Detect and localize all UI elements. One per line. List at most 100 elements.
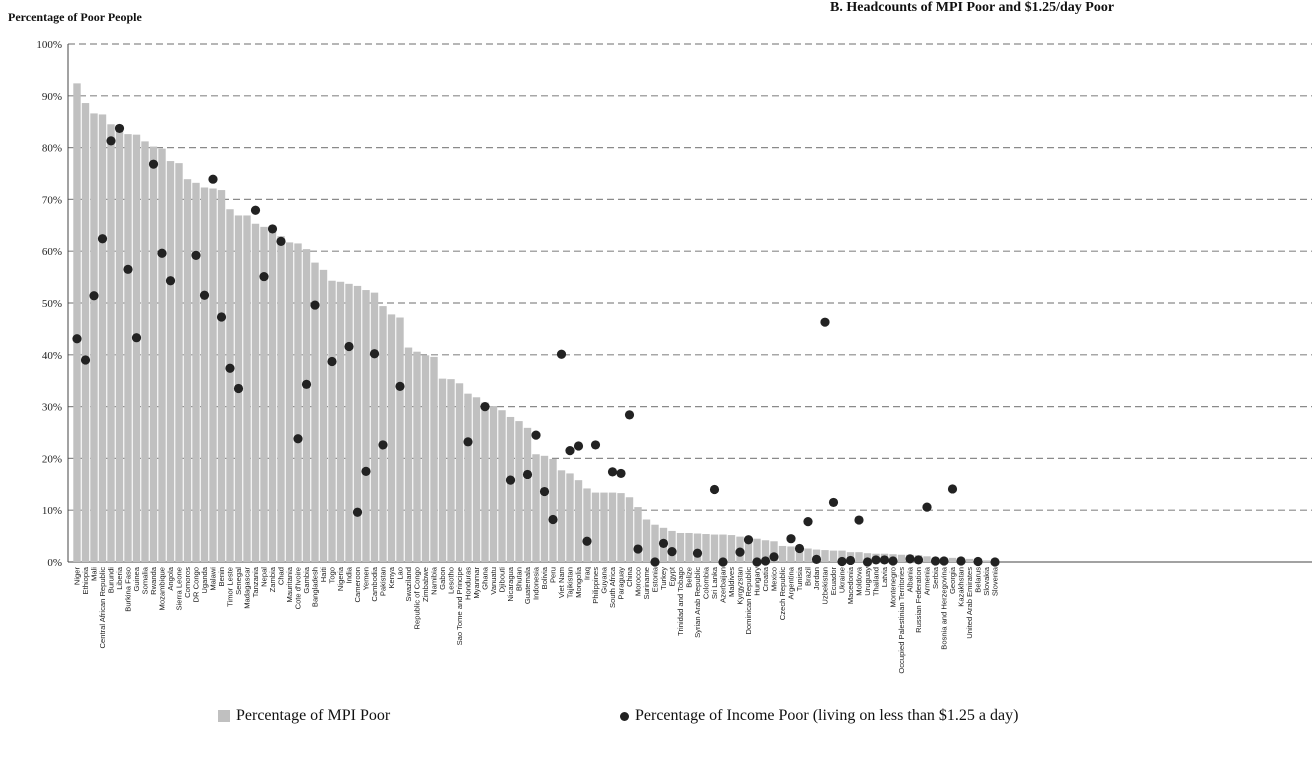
income-dot (582, 536, 592, 546)
x-tick-label: Burundi (107, 567, 116, 593)
bar (413, 351, 421, 562)
y-axis-title: Percentage of Poor People (8, 10, 142, 24)
x-tick-label: Serbia (931, 566, 940, 589)
bar (362, 290, 370, 562)
x-tick-label: Senegal (234, 567, 243, 595)
x-tick-label: Timor Leste (226, 567, 235, 607)
income-dot (259, 271, 269, 282)
x-tick-label: Sao Tome and Principe (455, 567, 464, 645)
x-tick-label: Occupied Palestinian Territories (897, 567, 906, 674)
income-dot (225, 363, 235, 373)
income-dot (692, 548, 703, 558)
x-tick-label: DR Congo (192, 567, 201, 602)
x-tick-label: Belize (685, 567, 694, 588)
x-tick-label: Gambia (302, 566, 311, 593)
income-dot (862, 557, 873, 567)
income-dot (208, 174, 218, 184)
x-tick-label: Viet Nam (557, 567, 566, 598)
bar (804, 548, 812, 562)
x-tick-label: Argentina (787, 566, 796, 599)
x-tick-label: Nepal (260, 567, 269, 587)
income-dot (123, 264, 133, 274)
bar (268, 229, 277, 562)
x-tick-label: Czech Republic (778, 567, 787, 620)
income-dot (293, 434, 303, 444)
legend-income-label: Percentage of Income Poor (living on les… (635, 707, 1019, 724)
bar (727, 535, 736, 562)
legend-mpi: Percentage of MPI Poor (218, 707, 390, 725)
x-tick-label: Georgia (948, 566, 957, 594)
bar (693, 533, 702, 562)
y-tick-label: 0% (47, 557, 62, 569)
income-dot (310, 300, 320, 310)
bar (965, 558, 974, 562)
x-tick-label: Nigeria (336, 566, 345, 591)
income-dot (650, 557, 660, 567)
income-dot (743, 535, 754, 545)
bar (243, 215, 251, 562)
bar (583, 488, 591, 562)
bar (464, 393, 472, 562)
x-tick-label: Morocco (634, 567, 643, 596)
x-tick-label: Philippines (591, 567, 600, 604)
bar (676, 532, 685, 562)
bar (855, 552, 863, 562)
x-tick-label: Uruguay (863, 567, 872, 596)
x-tick-label: Slovenia (991, 566, 1000, 596)
income-dot (267, 224, 278, 234)
income-dot (828, 497, 839, 508)
income-dot (752, 557, 762, 567)
bar (651, 524, 659, 562)
y-tick-label: 60% (42, 246, 62, 258)
income-dot (871, 555, 881, 565)
income-dot (505, 475, 516, 485)
income-dot (344, 341, 354, 352)
bar (744, 538, 753, 562)
income-dot (216, 312, 227, 322)
income-dot (854, 515, 864, 525)
x-tick-label: Belarus (974, 567, 983, 593)
x-tick-label: Bosnia and Herzegovina (940, 566, 949, 650)
bar (396, 317, 404, 562)
x-tick-label: Kenya (387, 566, 396, 588)
bar (98, 114, 107, 562)
x-tick-label: Swaziland (404, 567, 413, 602)
income-dot (97, 234, 108, 244)
bar (982, 560, 991, 562)
x-tick-label: Ghana (481, 566, 490, 590)
x-tick-label: Mozambique (158, 567, 167, 610)
bar (506, 416, 515, 562)
y-tick-label: 20% (42, 453, 62, 465)
income-dot (990, 557, 1000, 567)
x-tick-label: Honduras (464, 567, 473, 600)
x-tick-label: Zimbabwe (421, 567, 430, 602)
bar (379, 306, 387, 562)
y-tick-label: 10% (42, 505, 62, 517)
x-tick-label: Mongolia (574, 566, 583, 598)
income-dot (956, 556, 966, 566)
bar (838, 550, 846, 562)
x-tick-label: Bhutan (515, 567, 524, 591)
bar (821, 550, 829, 562)
income-dot (565, 446, 575, 456)
x-tick-label: Thailand (872, 567, 881, 596)
x-tick-label: Liberia (115, 566, 124, 590)
bar (115, 127, 124, 562)
x-tick-label: Trinidad and Tobago (676, 567, 685, 636)
bar (124, 134, 132, 562)
income-dot (913, 555, 924, 565)
income-dot (556, 349, 567, 359)
bar (73, 83, 81, 563)
income-dot (165, 276, 176, 286)
bar (625, 497, 634, 562)
bar (608, 492, 617, 562)
x-tick-label: Azerbaijan (719, 567, 728, 603)
income-dot (352, 507, 363, 517)
x-tick-label: Ethiopia (81, 566, 90, 594)
x-tick-label: Peru (549, 567, 558, 583)
income-dot (718, 557, 728, 567)
x-tick-label: Egypt (668, 566, 677, 586)
bar (251, 223, 260, 562)
x-tick-label: United Arab Emirates (965, 567, 974, 639)
